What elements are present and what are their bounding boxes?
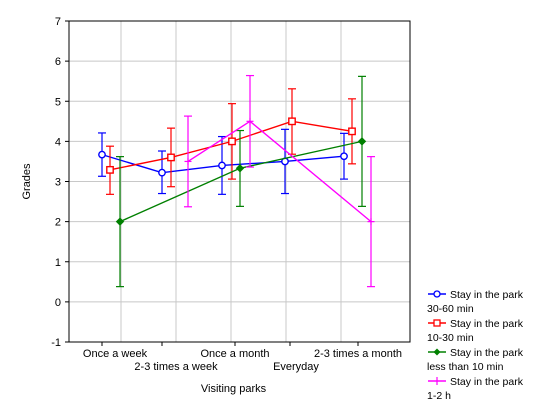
legend-entry-4: Stay in the park 1-2 h — [427, 376, 524, 402]
y-tick-label: 4 — [55, 136, 61, 148]
y-tick-label: 5 — [55, 96, 61, 108]
x-tick-label: Everyday — [273, 361, 319, 373]
legend-label: Stay in the park — [450, 376, 524, 388]
y-axis: -1 0 1 2 3 4 5 6 7 — [51, 16, 69, 349]
data-point-marker — [106, 165, 114, 174]
data-point-marker — [115, 217, 125, 226]
y-tick-label: 7 — [55, 16, 61, 28]
legend-swatch-marker — [433, 348, 441, 356]
series-group — [98, 74, 375, 288]
data-point-marker — [228, 137, 236, 146]
y-tick-label: 2 — [55, 217, 61, 229]
data-point-marker — [98, 150, 106, 159]
legend-swatch-marker — [433, 319, 441, 327]
y-tick-label: 0 — [55, 297, 61, 309]
legend-swatch-marker — [433, 290, 441, 298]
x-tick-label: Once a month — [200, 348, 269, 360]
x-axis-title: Visiting parks — [201, 383, 267, 395]
data-point-marker — [357, 137, 367, 146]
legend-label: Stay in the park — [450, 347, 524, 359]
legend-entry-3: Stay in the park less than 10 min — [427, 347, 524, 373]
data-point-marker — [340, 152, 348, 161]
data-point-marker — [288, 117, 296, 126]
data-point-marker — [218, 161, 226, 170]
legend-entry-1: Stay in the park 30-60 min — [427, 289, 524, 315]
legend-label: Stay in the park — [450, 289, 524, 301]
legend-label: Stay in the park — [450, 318, 524, 330]
x-tick-label: 2-3 times a month — [314, 348, 402, 360]
y-tick-label: 3 — [55, 177, 61, 189]
x-tick-label: 2-3 times a week — [134, 361, 218, 373]
data-point-marker — [348, 127, 356, 136]
data-point-marker — [167, 153, 175, 162]
legend-label-continued: 1-2 h — [427, 390, 451, 402]
y-tick-label: 6 — [55, 56, 61, 68]
y-tick-label: 1 — [55, 257, 61, 269]
legend-label-continued: less than 10 min — [427, 361, 504, 373]
legend-label-continued: 30-60 min — [427, 303, 474, 315]
legend-entry-2: Stay in the park 10-30 min — [427, 318, 524, 344]
data-point-marker — [235, 164, 245, 173]
legend-label-continued: 10-30 min — [427, 332, 474, 344]
data-point-marker — [158, 168, 166, 177]
y-tick-label: -1 — [51, 337, 61, 349]
series-1 — [98, 128, 348, 195]
series-4 — [184, 74, 375, 288]
y-axis-title: Grades — [21, 163, 33, 200]
series-3 — [115, 75, 367, 288]
x-tick-label: Once a week — [83, 348, 148, 360]
series-2 — [106, 88, 356, 195]
